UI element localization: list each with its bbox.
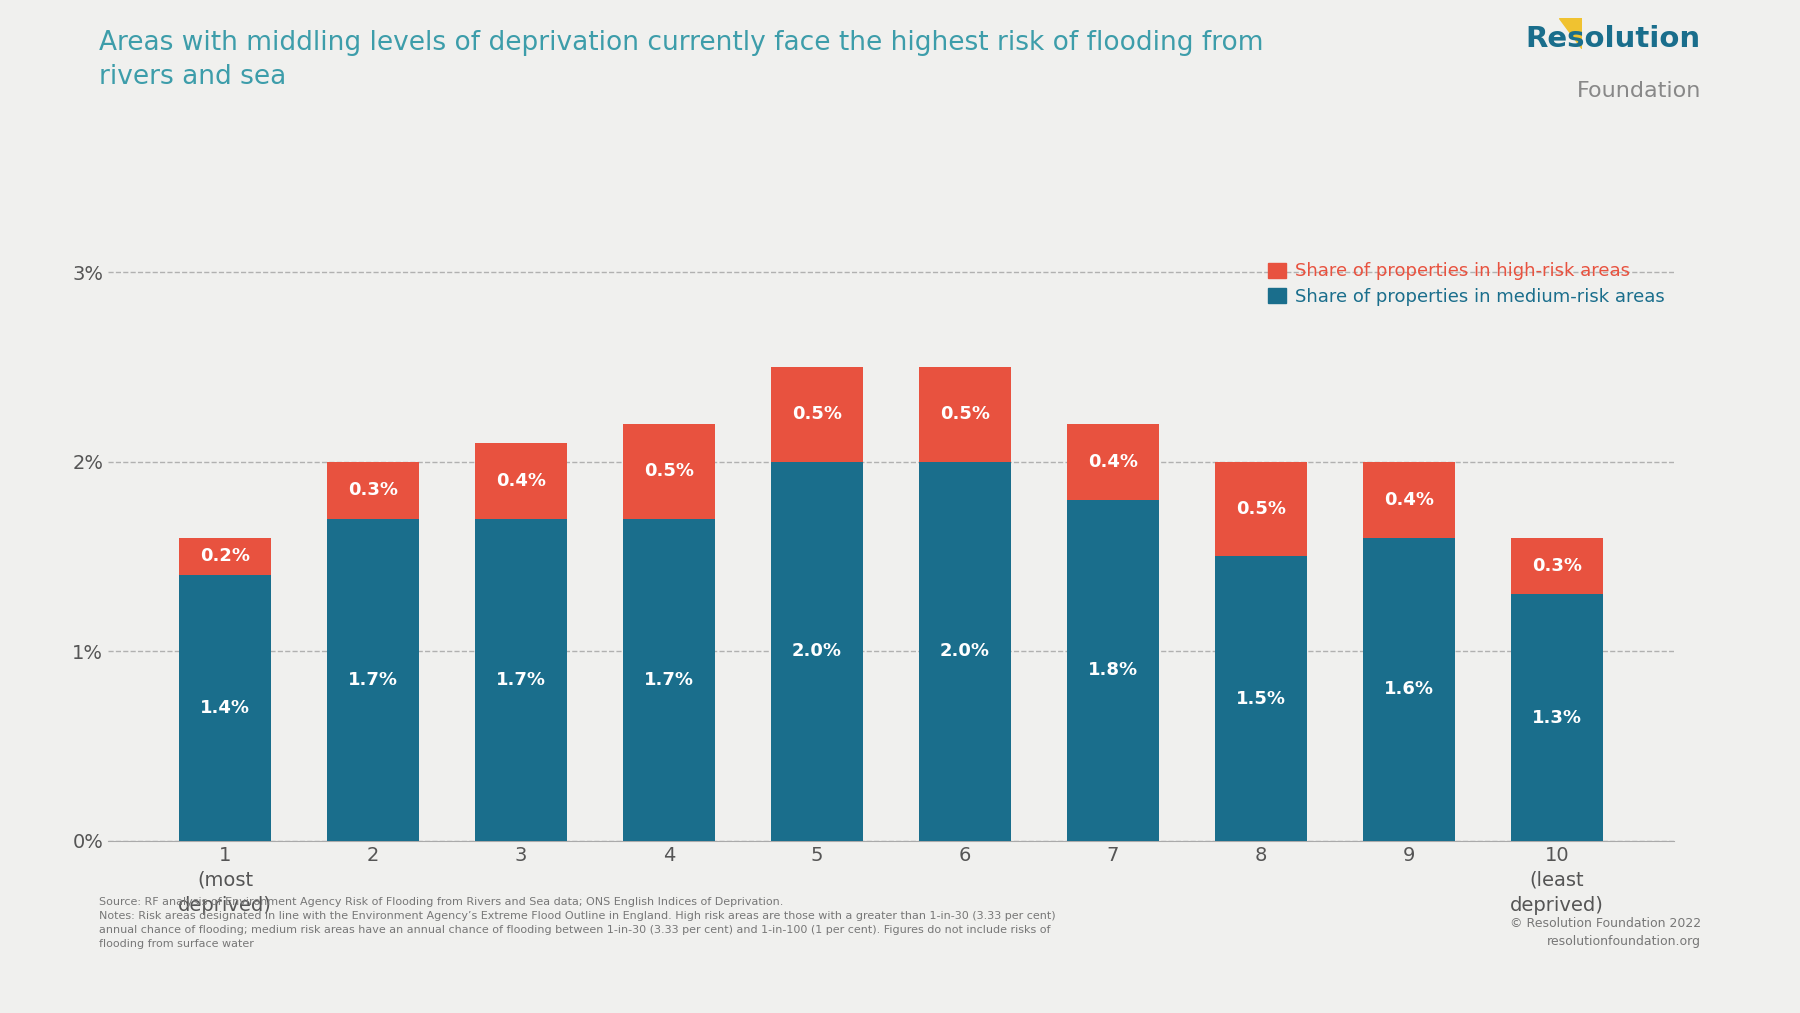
Text: 0.5%: 0.5% (644, 462, 695, 480)
Polygon shape (1559, 18, 1582, 49)
Bar (328, 462, 419, 519)
Bar (770, 367, 862, 462)
Text: Foundation: Foundation (1577, 81, 1701, 101)
Legend: Share of properties in high-risk areas, Share of properties in medium-risk areas: Share of properties in high-risk areas, … (1269, 262, 1665, 306)
Text: 1.7%: 1.7% (347, 671, 398, 689)
Bar (1363, 462, 1454, 538)
Bar (1067, 423, 1159, 499)
Text: 0.3%: 0.3% (347, 481, 398, 499)
Text: 0.3%: 0.3% (1532, 557, 1582, 575)
Bar (770, 462, 862, 841)
Text: Resolution: Resolution (1526, 25, 1701, 54)
Text: © Resolution Foundation 2022
resolutionfoundation.org: © Resolution Foundation 2022 resolutionf… (1510, 917, 1701, 948)
Text: 1.7%: 1.7% (644, 671, 695, 689)
Bar (920, 462, 1012, 841)
Text: 0.5%: 0.5% (1237, 500, 1285, 518)
Bar (180, 575, 272, 841)
Text: 2.0%: 2.0% (940, 642, 990, 660)
Bar (475, 443, 567, 519)
Text: 2.0%: 2.0% (792, 642, 842, 660)
Text: Areas with middling levels of deprivation currently face the highest risk of flo: Areas with middling levels of deprivatio… (99, 30, 1264, 90)
Text: 1.7%: 1.7% (497, 671, 545, 689)
Bar (180, 538, 272, 575)
Bar (920, 367, 1012, 462)
Text: 0.2%: 0.2% (200, 547, 250, 565)
Bar (1067, 499, 1159, 841)
Bar (475, 519, 567, 841)
Text: 1.4%: 1.4% (200, 699, 250, 717)
Bar (328, 519, 419, 841)
Bar (623, 519, 715, 841)
Text: 1.8%: 1.8% (1087, 661, 1138, 679)
Text: 1.5%: 1.5% (1237, 690, 1285, 708)
Bar (623, 423, 715, 519)
Text: Source: RF analysis of Environment Agency Risk of Flooding from Rivers and Sea d: Source: RF analysis of Environment Agenc… (99, 897, 1055, 948)
Text: 1.3%: 1.3% (1532, 709, 1582, 726)
Bar (1215, 462, 1307, 556)
Bar (1510, 538, 1602, 595)
Text: 0.4%: 0.4% (1087, 453, 1138, 471)
Text: 0.5%: 0.5% (792, 405, 842, 423)
Text: 0.4%: 0.4% (497, 472, 545, 489)
Bar (1215, 556, 1307, 841)
Text: 0.4%: 0.4% (1384, 490, 1435, 509)
Bar (1510, 595, 1602, 841)
Bar (1363, 538, 1454, 841)
Text: 1.6%: 1.6% (1384, 680, 1435, 698)
Text: 0.5%: 0.5% (940, 405, 990, 423)
